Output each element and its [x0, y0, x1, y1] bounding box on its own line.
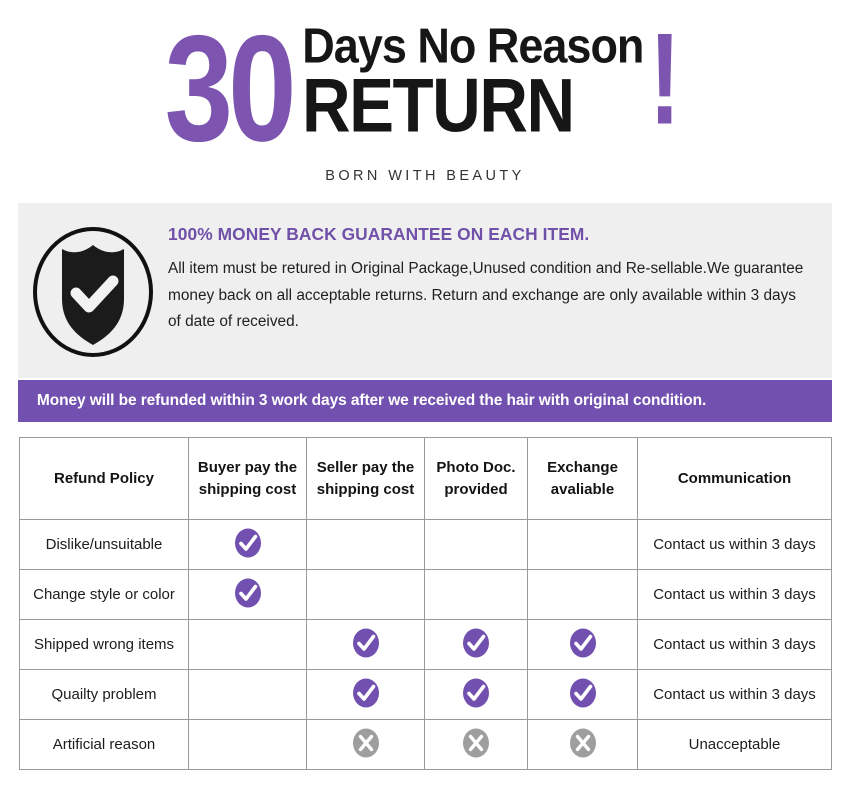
check-mark-icon — [462, 628, 490, 658]
cell-communication: Contact us within 3 days — [637, 619, 832, 670]
header-seller-pay: Seller pay the shipping cost — [306, 437, 425, 520]
cell-buyer-pay — [188, 619, 307, 670]
hero-line-days-no-reason: Days No Reason — [302, 17, 644, 74]
cell-seller-pay — [306, 569, 425, 620]
check-mark-icon — [234, 578, 262, 608]
cell-photo-doc — [424, 719, 528, 770]
hero-tagline: BORN WITH BEAUTY — [325, 168, 525, 184]
cell-communication: Contact us within 3 days — [637, 569, 832, 620]
check-mark-icon — [462, 678, 490, 708]
cell-photo-doc — [424, 619, 528, 670]
cross-mark-icon — [352, 728, 380, 758]
cell-buyer-pay — [188, 669, 307, 720]
hero-number-30: 30 — [164, 4, 297, 174]
cell-buyer-pay — [188, 569, 307, 620]
cell-photo-doc — [424, 669, 528, 720]
table-row: Dislike/unsuitable Contact us within 3 da… — [19, 519, 832, 570]
shield-check-icon — [18, 203, 168, 378]
cell-seller-pay — [306, 669, 425, 720]
guarantee-text-block: 100% MONEY BACK GUARANTEE ON EACH ITEM. … — [168, 203, 828, 336]
table-row: Artificial reason Unacceptable — [19, 719, 832, 770]
cell-exchange — [527, 619, 638, 670]
cell-seller-pay — [306, 519, 425, 570]
table-body: Dislike/unsuitable Contact us within 3 da… — [19, 519, 832, 770]
hero-line-return: RETURN — [302, 63, 575, 149]
check-mark-icon — [352, 628, 380, 658]
refund-notice-banner: Money will be refunded within 3 work day… — [18, 380, 832, 422]
cell-refund-policy: Dislike/unsuitable — [19, 519, 189, 570]
cell-refund-policy: Change style or color — [19, 569, 189, 620]
cell-communication: Contact us within 3 days — [637, 519, 832, 570]
cell-buyer-pay — [188, 519, 307, 570]
hero-exclamation-mark: ! — [649, 5, 682, 152]
hero-title: 30 Days No Reason RETURN ! — [0, 5, 850, 165]
cell-photo-doc — [424, 569, 528, 620]
cell-exchange — [527, 719, 638, 770]
hero-words: Days No Reason RETURN — [302, 17, 644, 144]
check-mark-icon — [569, 678, 597, 708]
header-refund-policy: Refund Policy — [19, 437, 189, 520]
hero-banner: 30 Days No Reason RETURN ! BORN WITH BEA… — [0, 0, 850, 203]
cell-communication: Unacceptable — [637, 719, 832, 770]
guarantee-heading: 100% MONEY BACK GUARANTEE ON EACH ITEM. — [168, 224, 590, 244]
header-exchange: Exchange avaliable — [527, 437, 638, 520]
table-header: Refund Policy Buyer pay the shipping cos… — [19, 437, 832, 520]
table-row: Change style or color Contact us within 3… — [19, 569, 832, 620]
cell-refund-policy: Artificial reason — [19, 719, 189, 770]
cell-refund-policy: Shipped wrong items — [19, 619, 189, 670]
table-row: Shipped wrong items Contact us within 3 d… — [19, 619, 832, 670]
table-header-row: Refund Policy Buyer pay the shipping cos… — [19, 437, 832, 520]
refund-notice-text: Money will be refunded within 3 work day… — [36, 392, 707, 409]
check-mark-icon — [569, 628, 597, 658]
header-photo-doc: Photo Doc. provided — [424, 437, 528, 520]
cell-communication: Contact us within 3 days — [637, 669, 832, 720]
cell-exchange — [527, 569, 638, 620]
header-buyer-pay: Buyer pay the shipping cost — [188, 437, 307, 520]
cell-refund-policy: Quailty problem — [19, 669, 189, 720]
refund-policy-table: Refund Policy Buyer pay the shipping cos… — [19, 437, 832, 770]
check-mark-icon — [352, 678, 380, 708]
cell-buyer-pay — [188, 719, 307, 770]
header-communication: Communication — [637, 437, 832, 520]
check-mark-icon — [234, 528, 262, 558]
cross-mark-icon — [462, 728, 490, 758]
cell-seller-pay — [306, 719, 425, 770]
cell-exchange — [527, 669, 638, 720]
guarantee-panel: 100% MONEY BACK GUARANTEE ON EACH ITEM. … — [18, 203, 832, 378]
guarantee-body: All item must be retured in Original Pac… — [168, 260, 804, 331]
cross-mark-icon — [569, 728, 597, 758]
cell-photo-doc — [424, 519, 528, 570]
cell-seller-pay — [306, 619, 425, 670]
table-row: Quailty problem Contact us within 3 days — [19, 669, 832, 720]
cell-exchange — [527, 519, 638, 570]
